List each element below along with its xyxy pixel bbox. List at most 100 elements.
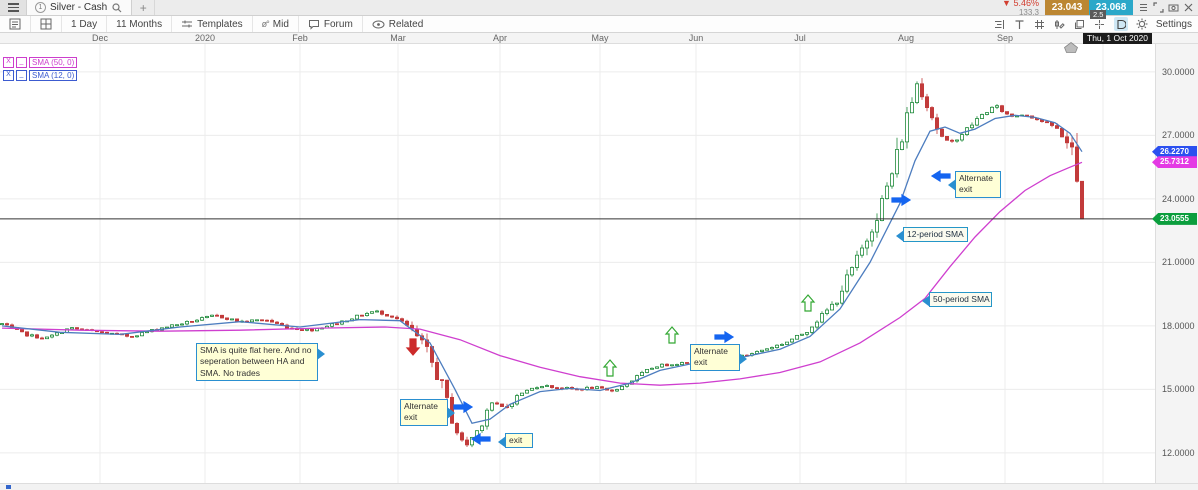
mid-icon: ø°	[261, 19, 270, 29]
annotation-text: Alternate exit	[404, 401, 439, 423]
time-axis[interactable]: Thu, 1 Oct 2020 Dec 2020 Feb Mar Apr May Jun Ju…	[0, 33, 1198, 44]
chart-properties-button[interactable]	[0, 16, 31, 32]
annotation-sma12-label[interactable]: 12-period SMA	[896, 227, 968, 243]
sma12-price-tag: 26.2270	[1152, 145, 1197, 158]
annotation-sma50-label[interactable]: 50-period SMA	[922, 292, 992, 308]
title-bar: 1 Silver - Cash + ▼ 5.46% 133.3 23.043 2…	[0, 0, 1198, 16]
related-button[interactable]: Related	[363, 16, 432, 32]
annotation-text: Alternate exit	[959, 173, 994, 195]
annotation-pointer	[922, 294, 930, 307]
settings-label[interactable]: Settings	[1155, 18, 1192, 30]
annotation-pointer	[948, 179, 956, 191]
price-chart[interactable]	[0, 0, 1155, 490]
settings-gear-icon[interactable]	[1136, 18, 1148, 30]
grid-settings-icon[interactable]	[1034, 18, 1046, 30]
forum-button[interactable]: Forum	[299, 16, 363, 32]
shape-tool-icon-selected[interactable]	[1113, 17, 1128, 31]
y-axis-label: 18.0000	[1162, 320, 1195, 331]
related-label: Related	[388, 18, 424, 30]
x-axis-label: 2020	[194, 33, 216, 43]
right-arrow-marker[interactable]	[714, 330, 735, 344]
toolbar-right-icons: Settings	[994, 17, 1198, 31]
change-percent: ▼ 5.46%	[1002, 0, 1039, 8]
annotation-alt-exit-2[interactable]: Alternate exit	[690, 344, 747, 371]
right-arrow-marker[interactable]	[891, 193, 912, 207]
legend-close-button[interactable]: X	[3, 70, 14, 81]
up-arrow-marker[interactable]	[800, 294, 816, 312]
left-arrow-marker[interactable]	[470, 432, 491, 446]
y-axis-label: 30.0000	[1162, 66, 1195, 77]
mid-price-source-button[interactable]: ø° Mid	[253, 16, 299, 32]
legend-label[interactable]: SMA (50, 0)	[29, 57, 78, 68]
x-axis-label: Jul	[794, 33, 806, 43]
legend-item-sma50: X _ SMA (50, 0)	[3, 57, 78, 68]
last-price-tag: 23.0555	[1152, 212, 1197, 225]
legend-close-button[interactable]: X	[3, 57, 14, 68]
x-axis-label: Apr	[492, 33, 508, 43]
time-axis-marker	[1064, 41, 1078, 53]
layers-icon[interactable]	[1074, 18, 1086, 30]
down-arrow-marker[interactable]	[405, 338, 421, 356]
panel-list-icon[interactable]	[1137, 2, 1149, 14]
fullscreen-icon[interactable]	[1152, 2, 1164, 14]
change-absolute: 133.3	[1018, 7, 1039, 17]
bottom-left-indicator	[6, 485, 11, 489]
y-axis-label: 15.0000	[1162, 384, 1195, 395]
snapshot-camera-icon[interactable]	[1167, 2, 1179, 14]
tab-title: Silver - Cash	[50, 2, 108, 13]
chart-toolbar: 1 Day 11 Months Templates ø° Mid Forum R…	[0, 16, 1198, 33]
related-eye-icon	[372, 20, 385, 28]
x-axis-label: Jun	[688, 33, 704, 43]
range-label: 11 Months	[116, 18, 163, 30]
annotation-alt-exit-3[interactable]: Alternate exit	[948, 171, 1001, 198]
main-menu-button[interactable]	[0, 0, 26, 15]
sma50-price-tag: 25.7312	[1152, 156, 1197, 169]
legend-minimize-button[interactable]: _	[16, 70, 27, 81]
tab-number-badge: 1	[35, 2, 46, 13]
change-block: ▼ 5.46% 133.3	[1002, 0, 1045, 17]
titlebar-icons	[1133, 0, 1198, 15]
range-selector[interactable]: 11 Months	[107, 16, 173, 32]
price-axis[interactable]: 30.0000 27.0000 24.0000 21.0000 18.0000 15.00…	[1155, 44, 1198, 483]
layout-grid-button[interactable]	[31, 16, 62, 32]
annotation-text: Alternate exit	[694, 346, 729, 368]
y-axis-label: 27.0000	[1162, 130, 1195, 141]
close-icon[interactable]	[1182, 2, 1194, 14]
templates-button[interactable]: Templates	[172, 16, 253, 32]
chart-tab[interactable]: 1 Silver - Cash	[26, 0, 133, 15]
up-arrow-marker[interactable]	[664, 326, 680, 344]
legend-minimize-button[interactable]: _	[16, 57, 27, 68]
up-arrow-marker[interactable]	[602, 359, 618, 377]
symbol-search-icon[interactable]	[111, 2, 123, 14]
legend-label[interactable]: SMA (12, 0)	[29, 70, 78, 81]
candle-edit-icon[interactable]	[1054, 18, 1066, 30]
right-arrow-marker[interactable]	[453, 400, 474, 414]
annotation-exit-1[interactable]: exit	[498, 433, 533, 449]
templates-icon	[182, 20, 193, 28]
bid-price-button[interactable]: 23.043	[1045, 0, 1089, 15]
x-axis-label: Mar	[390, 33, 406, 43]
mid-label: Mid	[272, 18, 289, 30]
annotation-pointer	[317, 348, 325, 360]
annotation-pointer	[896, 229, 904, 242]
crosshair-date-tooltip: Thu, 1 Oct 2020	[1083, 33, 1152, 44]
annotation-text: SMA is quite flat here. And no seperatio…	[200, 345, 312, 378]
legend-item-sma12: X _ SMA (12, 0)	[3, 70, 78, 81]
object-tree-icon[interactable]	[994, 18, 1006, 30]
interval-selector[interactable]: 1 Day	[62, 16, 108, 32]
forum-icon	[308, 19, 319, 30]
y-axis-label: 12.0000	[1162, 447, 1195, 458]
bottom-bar	[0, 483, 1198, 490]
new-tab-button[interactable]: +	[132, 0, 156, 15]
templates-label: Templates	[197, 18, 243, 30]
indicator-legend: X _ SMA (50, 0) X _ SMA (12, 0)	[3, 57, 78, 81]
x-axis-label: Sep	[996, 33, 1014, 43]
crosshair-icon[interactable]	[1094, 18, 1106, 30]
text-tool-icon[interactable]	[1014, 18, 1026, 30]
annotation-alt-exit-1[interactable]: Alternate exit	[400, 399, 455, 426]
spread-badge: 2.5	[1090, 10, 1107, 19]
left-arrow-marker[interactable]	[930, 169, 951, 183]
annotation-note-flat-sma[interactable]: SMA is quite flat here. And no seperatio…	[196, 343, 325, 382]
x-axis-label: Aug	[897, 33, 915, 43]
